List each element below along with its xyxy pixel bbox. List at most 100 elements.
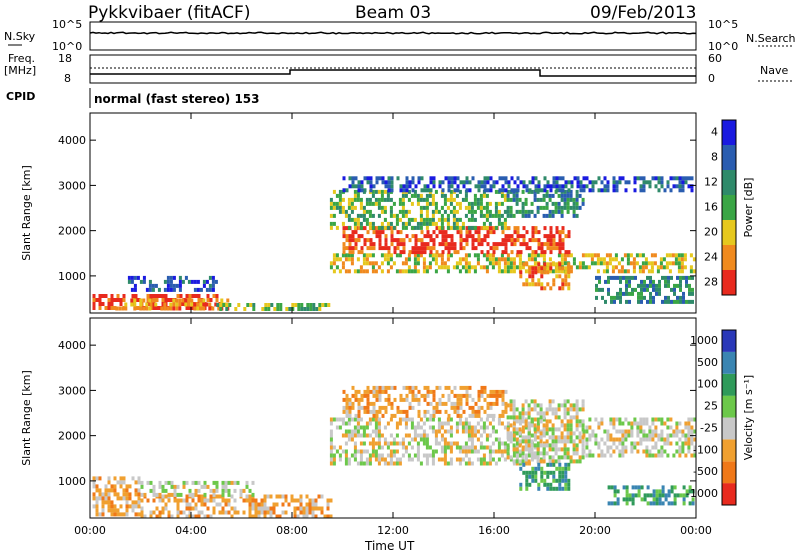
- data-cell: [465, 257, 468, 261]
- data-cell: [484, 390, 487, 394]
- data-cell: [543, 286, 546, 290]
- data-cell: [483, 226, 486, 230]
- data-cell: [507, 210, 510, 214]
- data-cell: [156, 294, 159, 298]
- data-cell: [126, 504, 129, 508]
- data-cell: [555, 427, 558, 431]
- data-cell: [249, 511, 252, 515]
- data-cell: [510, 403, 513, 407]
- colorbar-tick-label: -500: [693, 465, 718, 478]
- data-cell: [193, 307, 196, 311]
- data-cell: [507, 455, 510, 459]
- data-cell: [540, 451, 543, 455]
- data-cell: [432, 454, 435, 458]
- data-cell: [468, 261, 471, 265]
- data-cell: [682, 300, 685, 304]
- data-cell: [495, 438, 498, 442]
- data-cell: [114, 298, 117, 302]
- data-cell: [135, 480, 138, 484]
- data-cell: [192, 481, 195, 485]
- data-cell: [180, 294, 183, 298]
- data-cell: [346, 238, 349, 242]
- data-cell: [412, 188, 415, 192]
- data-cell: [550, 184, 553, 188]
- data-cell: [567, 427, 570, 431]
- data-cell: [483, 462, 486, 466]
- data-cell: [120, 298, 123, 302]
- data-cell: [678, 265, 681, 269]
- data-cell: [190, 299, 193, 303]
- data-cell: [231, 507, 234, 511]
- data-cell: [474, 226, 477, 230]
- data-cell: [510, 257, 513, 261]
- data-cell: [156, 306, 159, 310]
- data-cell: [96, 512, 99, 516]
- data-cell: [402, 269, 405, 273]
- data-cell: [502, 402, 505, 406]
- data-cell: [370, 238, 373, 242]
- data-cell: [312, 307, 315, 311]
- data-cell: [522, 202, 525, 206]
- data-cell: [651, 269, 654, 273]
- data-cell: [534, 261, 537, 265]
- data-cell: [564, 439, 567, 443]
- data-cell: [547, 246, 550, 250]
- data-cell: [510, 261, 513, 265]
- data-cell: [456, 430, 459, 434]
- data-cell: [348, 257, 351, 261]
- data-cell: [400, 398, 403, 402]
- data-cell: [429, 265, 432, 269]
- data-cell: [342, 422, 345, 426]
- data-cell: [471, 210, 474, 214]
- data-cell: [351, 418, 354, 422]
- data-cell: [447, 462, 450, 466]
- data-cell: [105, 488, 108, 492]
- data-cell: [363, 269, 366, 273]
- data-cell: [540, 266, 543, 270]
- data-cell: [208, 303, 211, 307]
- data-cell: [333, 458, 336, 462]
- data-cell: [565, 234, 568, 238]
- data-cell: [495, 450, 498, 454]
- data-cell: [614, 501, 617, 505]
- data-cell: [355, 398, 358, 402]
- data-cell: [528, 270, 531, 274]
- data-cell: [588, 438, 591, 442]
- data-cell: [330, 454, 333, 458]
- data-cell: [369, 261, 372, 265]
- data-cell: [372, 438, 375, 442]
- data-cell: [689, 501, 692, 505]
- data-cell: [379, 390, 382, 394]
- data-cell: [412, 180, 415, 184]
- data-cell: [372, 418, 375, 422]
- data-cell: [433, 410, 436, 414]
- data-cell: [643, 184, 646, 188]
- data-cell: [447, 198, 450, 202]
- data-cell: [345, 442, 348, 446]
- data-cell: [516, 198, 519, 202]
- data-cell: [433, 238, 436, 242]
- data-cell: [502, 230, 505, 234]
- data-cell: [465, 198, 468, 202]
- data-cell: [361, 188, 364, 192]
- data-cell: [96, 298, 99, 302]
- data-cell: [348, 462, 351, 466]
- data-cell: [406, 180, 409, 184]
- data-cell: [456, 261, 459, 265]
- data-cell: [186, 481, 189, 485]
- data-cell: [519, 467, 522, 471]
- colorbar-tick-label: -1000: [686, 487, 718, 500]
- data-cell: [399, 198, 402, 202]
- data-cell: [459, 261, 462, 265]
- data-cell: [675, 434, 678, 438]
- data-cell: [186, 306, 189, 310]
- data-cell: [423, 422, 426, 426]
- data-cell: [137, 276, 140, 280]
- data-cell: [150, 294, 153, 298]
- data-cell: [225, 481, 228, 485]
- data-cell: [538, 242, 541, 246]
- data-cell: [685, 280, 688, 284]
- data-cell: [445, 176, 448, 180]
- data-cell: [222, 507, 225, 511]
- data-cell: [441, 450, 444, 454]
